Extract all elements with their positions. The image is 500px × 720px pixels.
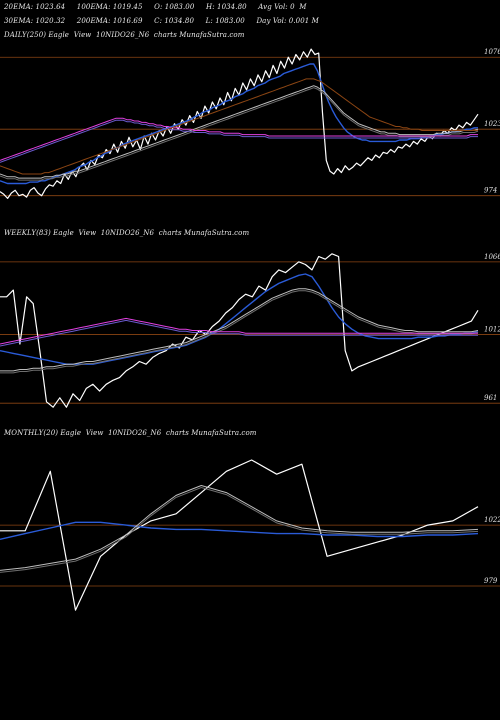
header-line-2: 30EMA: 1020.32 200EMA: 1016.69 C: 1034.8… (4, 17, 319, 25)
weekly-series-ma_pink (0, 317, 478, 345)
monthly-level-label: 1022 (484, 516, 500, 524)
daily-series-ma_grey (0, 85, 479, 179)
daily-level-label: 1023 (484, 120, 500, 128)
daily-chart-title: DAILY(250) Eagle View 10NIDO26_N6 charts… (4, 31, 245, 39)
daily-series-ma_brown (0, 78, 478, 175)
header-line-1: 20EMA: 1023.64 100EMA: 1019.45 O: 1083.0… (4, 3, 307, 11)
daily-level-label: 974 (484, 187, 497, 195)
monthly-level-label: 979 (484, 577, 498, 585)
monthly-series-ma_grey (0, 485, 479, 571)
daily-level-label: 1076 (484, 48, 500, 56)
weekly-series-ma_pink-shadow (0, 319, 478, 347)
monthly-series-price (0, 459, 479, 611)
weekly-chart-title: WEEKLY(83) Eagle View 10NIDO26_N6 charts… (4, 229, 250, 237)
monthly-series-ema_blue (0, 521, 479, 540)
monthly-series-ma_grey-shadow (0, 486, 479, 573)
daily-series-price (0, 48, 479, 199)
monthly-chart-title: MONTHLY(20) Eagle View 10NIDO26_N6 chart… (4, 429, 257, 437)
weekly-series-ema_blue (0, 273, 479, 365)
weekly-level-label: 1012 (484, 326, 500, 334)
daily-series-ema_blue (0, 63, 478, 185)
weekly-level-label: 961 (484, 394, 497, 402)
weekly-series-ma_grey (0, 288, 479, 372)
weekly-series-price (0, 253, 479, 408)
daily-series-ma_pink (0, 117, 478, 161)
daily-series-ma_pink-shadow (0, 119, 478, 163)
weekly-series-ma_grey-shadow (0, 290, 479, 374)
weekly-level-label: 1066 (484, 253, 500, 261)
